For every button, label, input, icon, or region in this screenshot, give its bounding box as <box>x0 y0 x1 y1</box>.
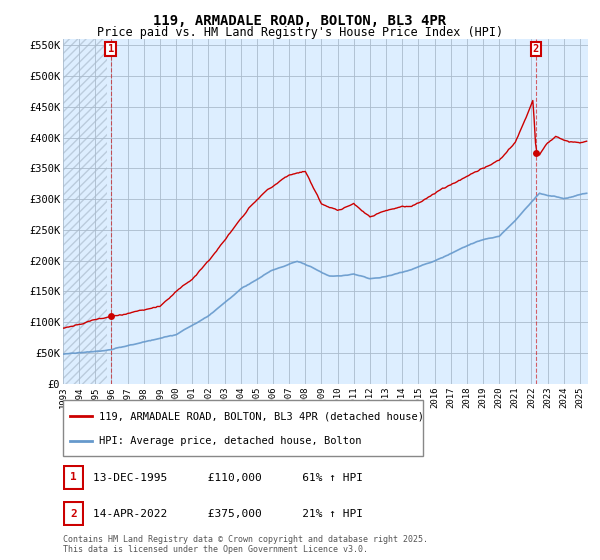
Text: Contains HM Land Registry data © Crown copyright and database right 2025.
This d: Contains HM Land Registry data © Crown c… <box>63 535 428 554</box>
Text: 13-DEC-1995      £110,000      61% ↑ HPI: 13-DEC-1995 £110,000 61% ↑ HPI <box>93 473 363 483</box>
FancyBboxPatch shape <box>64 466 83 489</box>
Text: 119, ARMADALE ROAD, BOLTON, BL3 4PR (detached house): 119, ARMADALE ROAD, BOLTON, BL3 4PR (det… <box>99 411 424 421</box>
Text: Price paid vs. HM Land Registry's House Price Index (HPI): Price paid vs. HM Land Registry's House … <box>97 26 503 39</box>
Text: HPI: Average price, detached house, Bolton: HPI: Average price, detached house, Bolt… <box>99 436 361 446</box>
Text: 2: 2 <box>70 509 77 519</box>
Text: 14-APR-2022      £375,000      21% ↑ HPI: 14-APR-2022 £375,000 21% ↑ HPI <box>93 509 363 519</box>
Text: 1: 1 <box>107 44 114 54</box>
Text: 119, ARMADALE ROAD, BOLTON, BL3 4PR: 119, ARMADALE ROAD, BOLTON, BL3 4PR <box>154 14 446 28</box>
Bar <box>63 39 107 384</box>
FancyBboxPatch shape <box>63 400 423 456</box>
FancyBboxPatch shape <box>64 502 83 525</box>
Text: 2: 2 <box>533 44 539 54</box>
Text: 1: 1 <box>70 473 77 482</box>
